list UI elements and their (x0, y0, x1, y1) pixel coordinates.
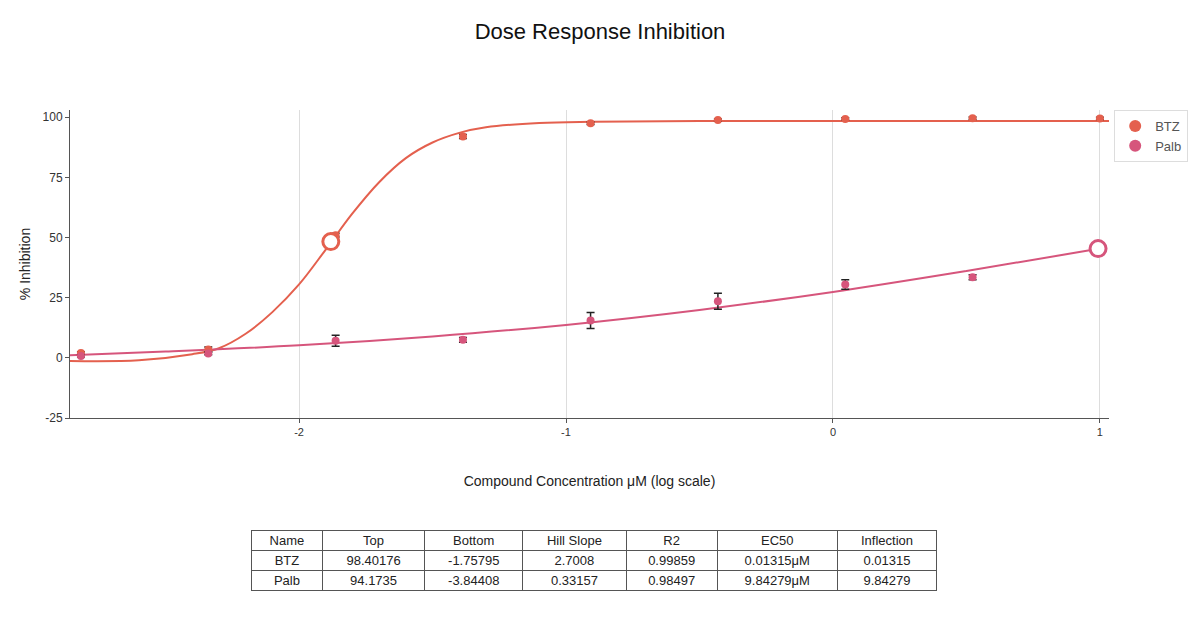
html-text:-3.84408: -3.84408 (448, 573, 500, 588)
html-text:94.1735: 94.1735 (350, 573, 398, 588)
svg-text:BTZ: BTZ (1155, 119, 1180, 134)
svg-text:0: 0 (830, 426, 836, 438)
html-text:Palb: Palb (273, 573, 300, 588)
html-text:0.01315μM: 0.01315μM (744, 553, 810, 568)
html-text:R2: R2 (663, 533, 680, 548)
html-text:2.7008: 2.7008 (554, 553, 595, 568)
svg-text:25: 25 (49, 291, 63, 305)
html-text:9.84279: 9.84279 (863, 573, 911, 588)
html-text:0.33157: 0.33157 (550, 573, 598, 588)
svg-text:0: 0 (56, 351, 63, 365)
html-text:-1.75795: -1.75795 (448, 553, 500, 568)
svg-text:-1: -1 (561, 426, 571, 438)
svg-text:100: 100 (43, 110, 63, 124)
svg-text:Palb: Palb (1155, 139, 1181, 154)
html-text:0.99859: 0.99859 (648, 553, 696, 568)
html-text:Inflection: Inflection (861, 533, 913, 548)
html-text:EC50: EC50 (761, 533, 794, 548)
html-text:Name: Name (269, 533, 305, 548)
svg-text:50: 50 (49, 231, 63, 245)
html-text:9.84279μM: 9.84279μM (744, 573, 810, 588)
svg-text:Compound Concentration μM (log: Compound Concentration μM (log scale) (464, 473, 716, 489)
svg-text:-25: -25 (45, 411, 63, 425)
html-text:BTZ: BTZ (274, 553, 300, 568)
svg-text:-2: -2 (294, 426, 304, 438)
html-text:0.98497: 0.98497 (648, 573, 696, 588)
svg-text:Dose Response Inhibition: Dose Response Inhibition (475, 19, 726, 44)
svg-text:1: 1 (1097, 426, 1103, 438)
html-text:98.40176: 98.40176 (346, 553, 401, 568)
svg-text:75: 75 (49, 171, 63, 185)
html-text:Top: Top (363, 533, 384, 548)
svg-text:% Inhibition: % Inhibition (17, 228, 33, 300)
html-text:Bottom: Bottom (453, 533, 495, 548)
html-text:0.01315: 0.01315 (863, 553, 911, 568)
html-text:Hill Slope: Hill Slope (547, 533, 602, 548)
